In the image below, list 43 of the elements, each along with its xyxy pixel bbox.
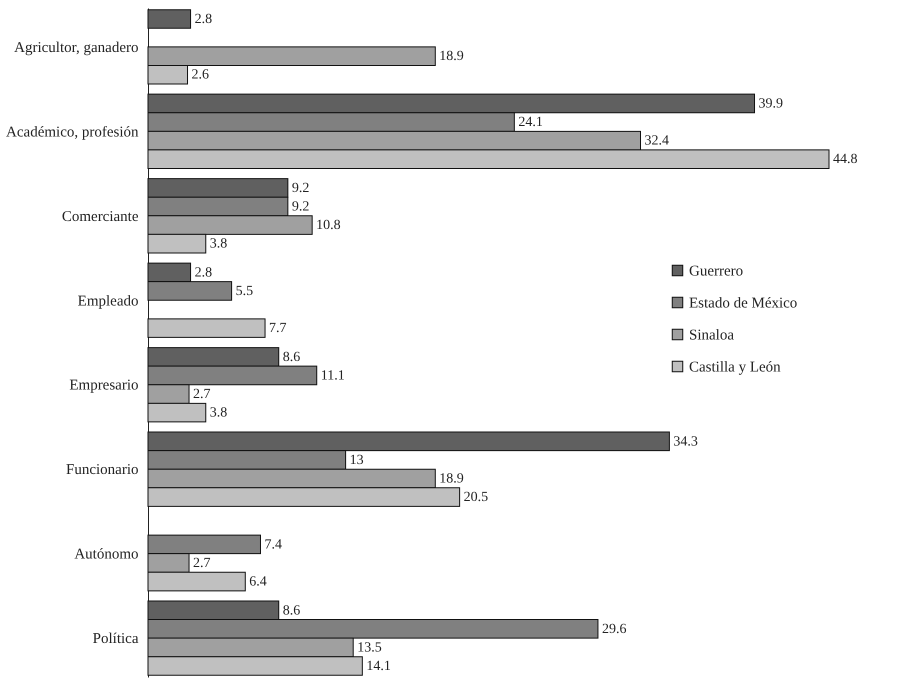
data-label: 18.9	[439, 49, 464, 64]
y-tick-label: Empleado	[78, 293, 138, 310]
data-label: 20.5	[464, 490, 488, 506]
data-label: 44.8	[833, 152, 858, 168]
data-label: 29.6	[602, 622, 626, 637]
bar	[148, 9, 192, 29]
data-label: 8.6	[282, 603, 300, 618]
data-label: 8.6	[282, 350, 300, 365]
data-label: 3.8	[210, 236, 228, 252]
data-label: 14.1	[366, 659, 391, 674]
data-label: 11.1	[320, 368, 345, 384]
data-label: 2.6	[192, 68, 210, 83]
data-label: 2.7	[193, 387, 211, 402]
data-label: 39.9	[758, 96, 784, 112]
data-label: 10.8	[316, 218, 341, 234]
data-label: 9.2	[292, 200, 310, 215]
data-label: 9.2	[292, 180, 310, 196]
y-tick-label: Académico, profesión	[6, 124, 139, 140]
y-tick-label: Empresario	[69, 378, 138, 394]
data-label: 18.9	[439, 471, 464, 486]
data-label: 13.5	[357, 640, 382, 656]
data-label: 7.7	[269, 321, 287, 336]
legend-label: Castilla y León	[689, 360, 782, 376]
data-label: 7.4	[264, 537, 282, 552]
y-tick-label: Política	[92, 631, 139, 648]
legend-label: Guerrero	[689, 264, 744, 280]
data-label: 2.7	[193, 556, 211, 571]
data-label: 5.5	[236, 284, 254, 299]
data-label: 2.8	[194, 265, 212, 280]
y-tick-label: Autónomo	[74, 546, 138, 563]
data-label: 34.3	[673, 434, 698, 450]
legend-label: Sinaloa	[689, 328, 734, 344]
y-tick-label: Comerciante	[62, 208, 139, 225]
legend-label: Estado de México	[689, 296, 798, 312]
data-label: 3.8	[210, 406, 228, 421]
y-tick-label: Agricultor, ganadero	[14, 40, 138, 56]
data-label: 32.4	[644, 134, 670, 149]
y-tick-label: Funcionario	[66, 462, 138, 478]
bar	[148, 318, 266, 338]
data-label: 24.1	[518, 115, 543, 130]
data-label: 6.4	[249, 574, 267, 590]
data-label: 2.8	[194, 12, 212, 27]
data-label: 13	[350, 452, 364, 468]
